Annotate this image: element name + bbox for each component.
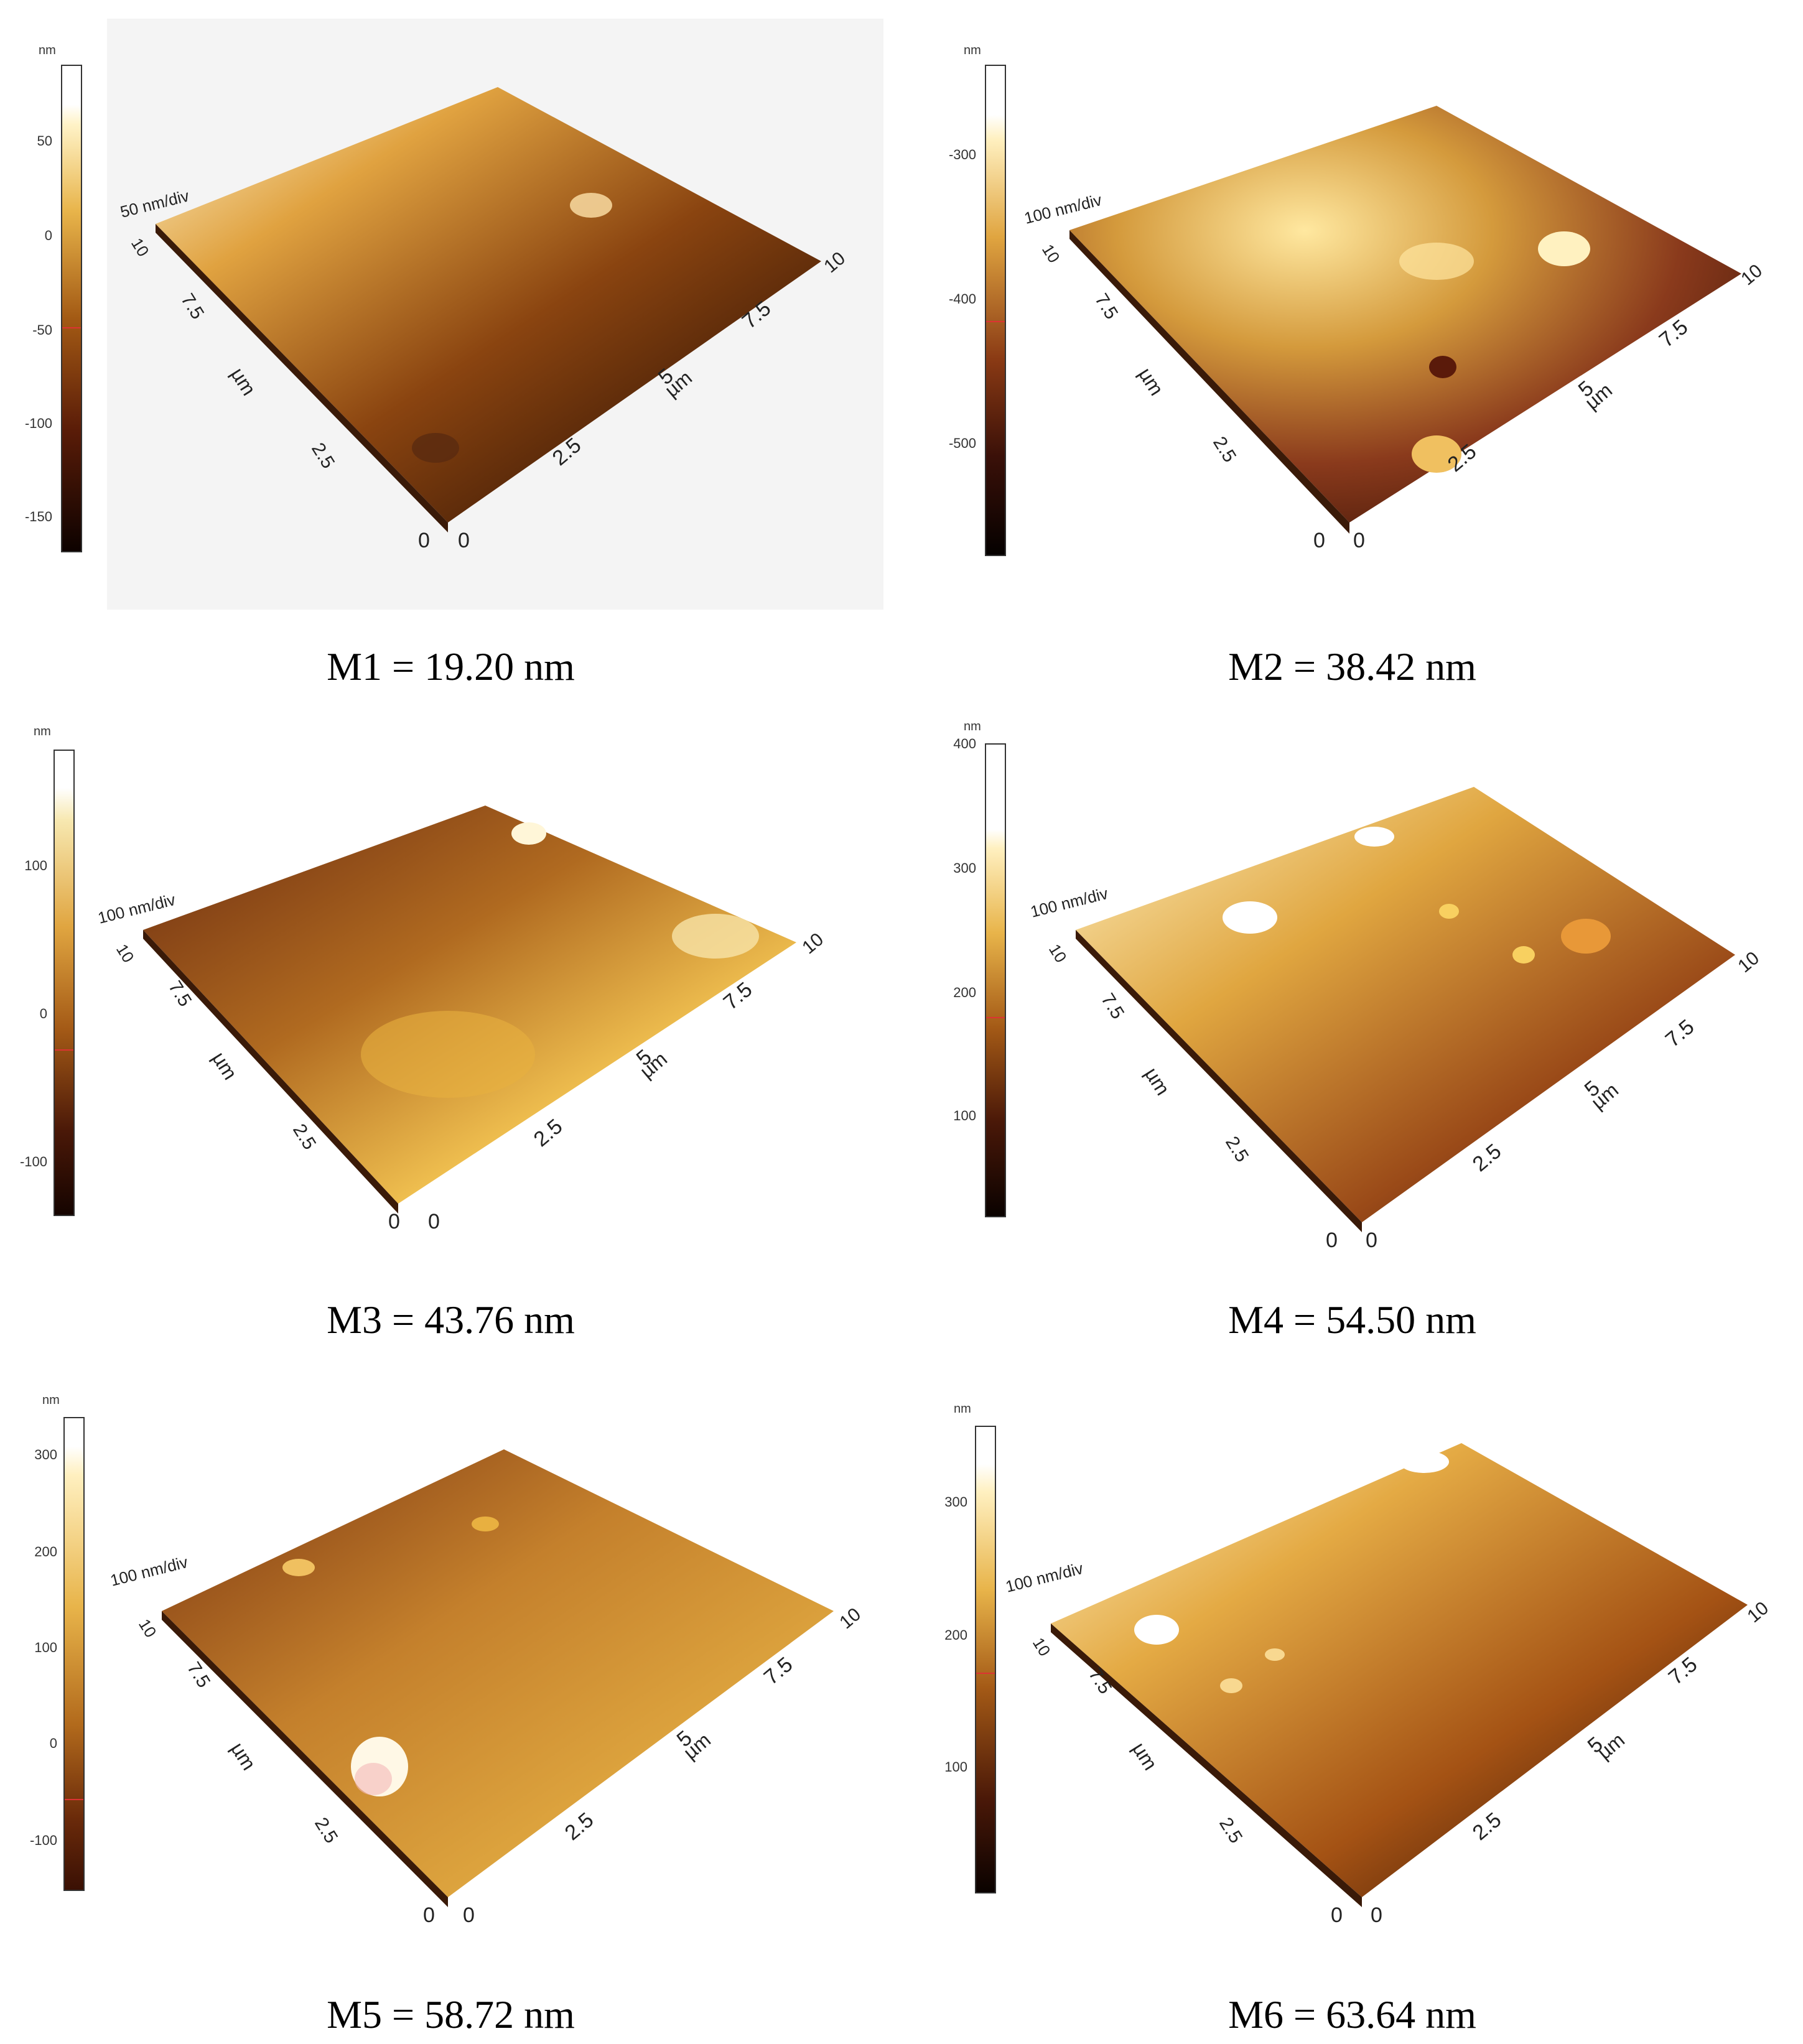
colorbar-tick: -100 [19, 1154, 47, 1169]
colorbar-unit: nm [39, 44, 56, 57]
colorbar-tick: 300 [944, 1494, 967, 1510]
y-tick: 0 [418, 529, 430, 552]
y-tick: 0 [1331, 1903, 1343, 1927]
colorbar-tick: -400 [948, 291, 976, 307]
y-tick: 0 [1326, 1229, 1338, 1252]
x-tick: 2.5 [1468, 1808, 1506, 1845]
afm-surface-3d: 100 nm/div µm µm 0 2.5 7.5 10 0 2.5 5 7.… [108, 1449, 865, 1927]
y-axis-label: µm [1140, 1064, 1174, 1099]
x-tick: 0 [1371, 1903, 1382, 1927]
x-tick: 2.5 [529, 1115, 567, 1151]
colorbar-tick: 100 [944, 1759, 967, 1775]
roughness-caption: M5 = 58.72 nm [327, 1992, 575, 2037]
afm-panel-m4: nm 400 300 200 100 100 nm/div µm µm 0 2.… [902, 681, 1803, 1362]
roughness-caption: M1 = 19.20 nm [327, 644, 575, 689]
z-scale-label: 100 nm/div [108, 1553, 190, 1590]
afm-panel-m5: nm 300 200 100 0 -100 100 nm/div µm µm 0… [0, 1362, 902, 2043]
x-tick: 10 [1743, 1598, 1773, 1627]
y-tick: 2.5 [310, 1814, 342, 1847]
y-tick: 10 [1045, 941, 1071, 965]
colorbar-tick: -100 [29, 1833, 57, 1848]
z-scale-label: 100 nm/div [1004, 1559, 1085, 1596]
x-tick: 2.5 [561, 1808, 599, 1845]
roughness-caption: M2 = 38.42 nm [1228, 644, 1476, 689]
y-tick: 0 [423, 1903, 435, 1927]
colorbar-tick: 0 [44, 228, 52, 243]
colorbar-tick: 100 [34, 1640, 57, 1655]
colorbar [985, 743, 1006, 1217]
colorbar [61, 65, 82, 552]
x-tick: 10 [798, 929, 827, 959]
y-tick: 10 [1038, 241, 1064, 266]
colorbar-tick: 0 [39, 1006, 47, 1021]
z-scale-label: 100 nm/div [1028, 884, 1110, 921]
colorbar-tick: 200 [944, 1627, 967, 1643]
colorbar-tick: 400 [953, 736, 976, 751]
y-tick: 2.5 [1215, 1814, 1246, 1847]
x-tick: 0 [463, 1903, 475, 1927]
x-tick: 2.5 [1468, 1140, 1506, 1176]
x-tick: 10 [1734, 948, 1763, 977]
y-tick: 0 [388, 1210, 400, 1233]
y-axis-label: µm [1134, 364, 1168, 399]
y-tick: 7.5 [1097, 990, 1128, 1023]
y-tick: 7.5 [1091, 290, 1122, 323]
colorbar-tick: -50 [32, 322, 52, 338]
roughness-caption: M6 = 63.64 nm [1228, 1992, 1476, 2037]
x-tick: 7.5 [1661, 1015, 1699, 1052]
x-tick: 0 [458, 529, 470, 552]
y-tick: 2.5 [1221, 1133, 1252, 1166]
colorbar-tick: -300 [948, 147, 976, 162]
y-tick: 10 [113, 941, 138, 965]
y-axis-label: µm [208, 1048, 241, 1084]
colorbar-tick: -150 [24, 509, 52, 524]
afm-surface-3d: 100 nm/div µm µm 0 2.5 7.5 10 0 2.5 5 7.… [1004, 1443, 1773, 1927]
afm-surface-3d: 100 nm/div µm µm 0 2.5 7.5 10 0 2.5 5 7.… [1028, 787, 1763, 1252]
colorbar [975, 1426, 996, 1893]
colorbar-unit: nm [964, 44, 981, 57]
colorbar-tick: 100 [24, 858, 47, 873]
afm-panel-m6: nm 300 200 100 100 nm/div µm µm 0 2.5 7.… [902, 1362, 1803, 2043]
colorbar-unit: nm [954, 1402, 971, 1416]
afm-panel-m1: nm 50 0 -50 -100 -150 50 nm/div µm µm 0 … [0, 0, 902, 689]
colorbar-tick: 300 [953, 860, 976, 876]
afm-panel-m2: nm -300 -400 -500 100 nm/div µm µm 0 2.5… [902, 0, 1803, 689]
x-tick: 0 [1353, 529, 1365, 552]
colorbar-tick: 300 [34, 1447, 57, 1462]
y-tick: 10 [135, 1615, 161, 1640]
x-tick: 0 [1366, 1229, 1377, 1252]
afm-surface-3d: 100 nm/div µm µm 0 2.5 7.5 10 0 2.5 5 7.… [96, 806, 827, 1233]
roughness-caption: M3 = 43.76 nm [327, 1298, 575, 1342]
y-tick: 2.5 [289, 1120, 320, 1153]
y-tick: 10 [1029, 1634, 1055, 1659]
colorbar-unit: nm [42, 1393, 60, 1407]
colorbar-tick: -500 [948, 435, 976, 451]
colorbar [63, 1417, 85, 1891]
x-tick: 0 [428, 1210, 440, 1233]
colorbar-tick: 0 [49, 1735, 57, 1751]
afm-surface-3d: 50 nm/div µm µm 0 2.5 7.5 10 0 2.5 5 7.5… [107, 19, 883, 610]
x-tick: 10 [1737, 261, 1766, 290]
afm-panel-m3: nm 100 0 -100 100 nm/div µm µm 0 2.5 7.5… [0, 681, 902, 1362]
colorbar-tick: 50 [37, 133, 52, 149]
afm-surface-3d: 100 nm/div µm µm 0 2.5 7.5 10 0 2.5 5 7.… [1022, 106, 1766, 552]
z-scale-label: 100 nm/div [1022, 190, 1104, 228]
roughness-caption: M4 = 54.50 nm [1228, 1298, 1476, 1342]
colorbar-tick: -100 [24, 416, 52, 431]
y-axis-label: µm [1128, 1739, 1162, 1774]
y-axis-label: µm [226, 1739, 260, 1774]
colorbar-unit: nm [964, 720, 981, 733]
colorbar [54, 750, 75, 1216]
colorbar [985, 65, 1006, 556]
x-tick: 10 [836, 1604, 865, 1633]
y-tick: 0 [1313, 529, 1325, 552]
y-tick: 2.5 [1209, 433, 1240, 466]
colorbar-tick: 100 [953, 1108, 976, 1123]
z-scale-label: 100 nm/div [96, 890, 177, 927]
colorbar-tick: 200 [34, 1544, 57, 1559]
colorbar-tick: 200 [953, 985, 976, 1000]
colorbar-unit: nm [34, 725, 51, 738]
